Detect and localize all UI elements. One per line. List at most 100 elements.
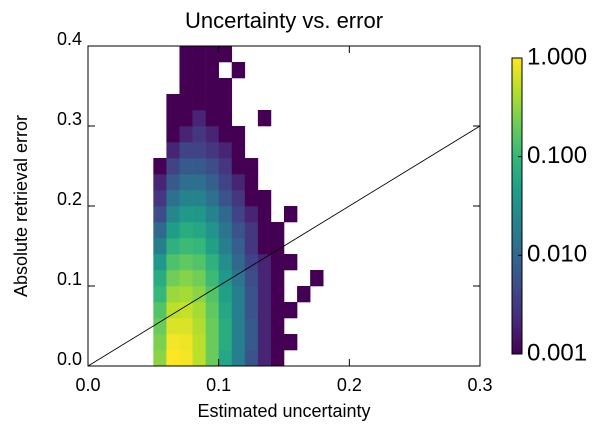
heatmap-cell [231,126,246,143]
heatmap-cell [218,174,233,191]
colorbar [511,57,523,355]
heatmap-cell [192,62,206,79]
heatmap-cell [205,270,219,287]
heatmap-cell [166,318,180,335]
heatmap-cell [179,206,193,223]
heatmap-cell [179,222,193,239]
heatmap-cell [231,190,246,207]
heatmap-cell [192,254,206,271]
heatmap-cell [231,206,246,223]
heatmap-cell [231,222,246,239]
heatmap-cell [179,318,193,335]
heatmap-cell [231,238,246,255]
heatmap-cell [231,254,246,271]
heatmap-cell [218,334,233,351]
heatmap-cell [166,158,180,175]
heatmap-cell [244,222,259,239]
heatmap-cell [166,206,180,223]
heatmap-cell [179,334,193,351]
x-axis-label: Estimated uncertainty [197,401,370,421]
heatmap-cell [166,142,180,159]
heatmap-cell [205,254,219,271]
heatmap-cell [205,46,219,63]
heatmap-cell [192,190,206,207]
heatmap-cell [231,142,246,159]
heatmap-cell [284,254,298,271]
heatmap-cell [192,206,206,223]
heatmap-cell [205,126,219,143]
heatmap-cell [257,286,272,303]
heatmap-cell [244,174,259,191]
heatmap-cell [192,142,206,159]
heatmap-cell [231,318,246,335]
heatmap-cell [179,350,193,366]
heatmap-cell [218,238,233,255]
heatmap-cell [218,78,233,95]
heatmap-cell [179,46,193,63]
heatmap-cell [205,286,219,303]
heatmap-cell [270,318,285,335]
y-tick-label: 0.1 [57,269,82,289]
heatmap-cell [218,318,233,335]
y-tick-label: 0.3 [57,109,82,129]
heatmap-cell [218,142,233,159]
heatmap-cell [179,174,193,191]
heatmap-cell [179,302,193,319]
heatmap-cell [218,190,233,207]
heatmap-cell [231,174,246,191]
heatmap-cell [179,270,193,287]
heatmap-cell [166,174,180,191]
heatmap-cell [205,222,219,239]
heatmap-cell [270,334,285,351]
heatmap-cell [192,110,206,127]
heatmap-cell [310,270,324,287]
heatmap-cell [270,254,285,271]
heatmap-cell [166,238,180,255]
heatmap-cell [166,350,180,366]
heatmap-cell [179,62,193,79]
y-tick-label: 0.4 [57,29,82,49]
heatmap-cell [192,350,206,366]
y-tick-label: 0.2 [57,189,82,209]
heatmap-cell [166,110,180,127]
heatmap-cell [192,158,206,175]
heatmap-cell [270,350,285,366]
heatmap-cell [179,126,193,143]
y-axis-label: Absolute retrieval error [11,115,31,297]
heatmap-cell [244,270,259,287]
colorbar-tick-label: 1.000 [527,43,587,70]
heatmap-cell [218,158,233,175]
heatmap-cell [244,206,259,223]
heatmap-cell [153,206,167,223]
heatmap-cell [205,238,219,255]
heatmap-cell [244,286,259,303]
heatmap-cell [218,222,233,239]
heatmap-cell [166,126,180,143]
heatmap-cell [153,318,167,335]
heatmap-cell [231,62,246,79]
heatmap-cell [244,350,259,366]
heatmap-cell [153,270,167,287]
heatmap-cell [244,318,259,335]
heatmap-cell [192,238,206,255]
heatmap-cell [153,286,167,303]
heatmap-cell [270,238,285,255]
heatmap-cell [257,350,272,366]
heatmap-cell [244,302,259,319]
heatmap-cell [205,142,219,159]
heatmap-cell [153,238,167,255]
heatmap-cell [205,334,219,351]
heatmap-cell [205,94,219,111]
heatmap-cell [244,238,259,255]
heatmap-cell [166,222,180,239]
heatmap-cell [218,302,233,319]
heatmap-cell [166,286,180,303]
heatmap-cell [179,238,193,255]
heatmap-cell [257,318,272,335]
heatmap-cell [192,46,206,63]
heatmap-cell [179,254,193,271]
heatmap-cell [179,158,193,175]
heatmap-cell [257,190,272,207]
heatmap-cell [244,254,259,271]
heatmap-cell [205,62,219,79]
